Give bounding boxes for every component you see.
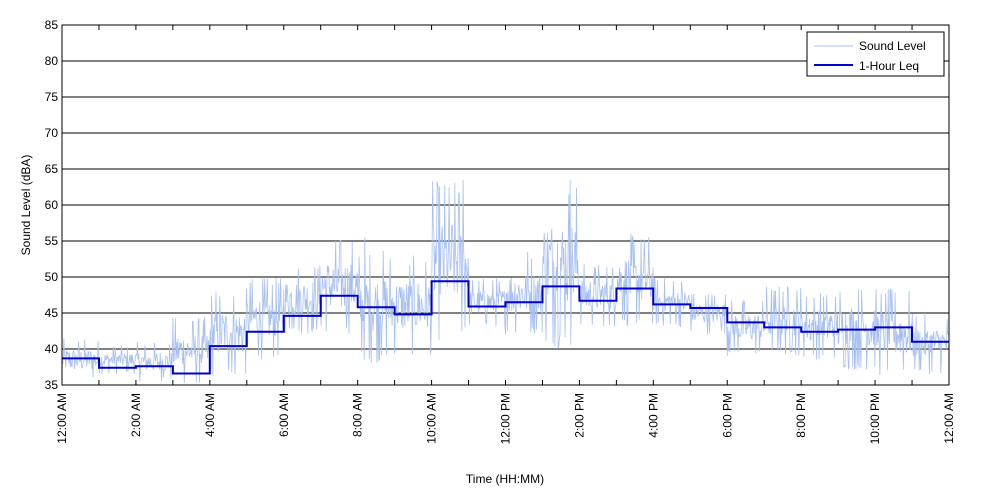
x-tick-label: 10:00 AM	[425, 393, 439, 444]
y-tick-label: 65	[45, 162, 59, 176]
x-tick-label: 6:00 PM	[720, 393, 734, 438]
x-axis-label: Time (HH:MM)	[466, 472, 544, 486]
legend-label-sound-level: Sound Level	[859, 39, 926, 53]
x-tick-label: 2:00 AM	[129, 393, 143, 437]
y-tick-label: 60	[45, 198, 59, 212]
y-tick-label: 80	[45, 54, 59, 68]
y-tick-label: 55	[45, 234, 59, 248]
y-tick-label: 75	[45, 90, 59, 104]
x-tick-label: 12:00 AM	[55, 393, 69, 444]
x-tick-label: 2:00 PM	[572, 393, 586, 438]
plot-area	[61, 179, 950, 383]
x-tick-label: 10:00 PM	[868, 393, 882, 444]
y-tick-label: 35	[45, 378, 59, 392]
x-tick-label: 4:00 PM	[646, 393, 660, 438]
x-tick-label: 6:00 AM	[277, 393, 291, 437]
legend-label-leq: 1-Hour Leq	[859, 59, 919, 73]
y-axis-label: Sound Level (dBA)	[19, 155, 33, 256]
y-tick-label: 40	[45, 342, 59, 356]
y-tick-label: 70	[45, 126, 59, 140]
y-tick-label: 50	[45, 270, 59, 284]
legend: Sound Level 1-Hour Leq	[806, 31, 945, 77]
x-tick-label: 12:00 PM	[499, 393, 513, 444]
x-tick-label: 4:00 AM	[203, 393, 217, 437]
x-tick-label: 8:00 PM	[794, 393, 808, 438]
sound-level-line	[61, 179, 950, 383]
leq-step-line	[62, 280, 949, 375]
y-tick-labels: 35 40 45 50 55 60 65 70 75 80 85	[45, 18, 59, 392]
y-tick-label: 85	[45, 18, 59, 32]
x-tick-labels: 12:00 AM 2:00 AM 4:00 AM 6:00 AM 8:00 AM 10:0…	[55, 393, 956, 444]
x-tick-label: 12:00 AM	[942, 393, 956, 444]
x-tick-label: 8:00 AM	[351, 393, 365, 437]
plot-frame	[61, 24, 950, 386]
y-tick-label: 45	[45, 306, 59, 320]
legend-box	[806, 31, 945, 77]
